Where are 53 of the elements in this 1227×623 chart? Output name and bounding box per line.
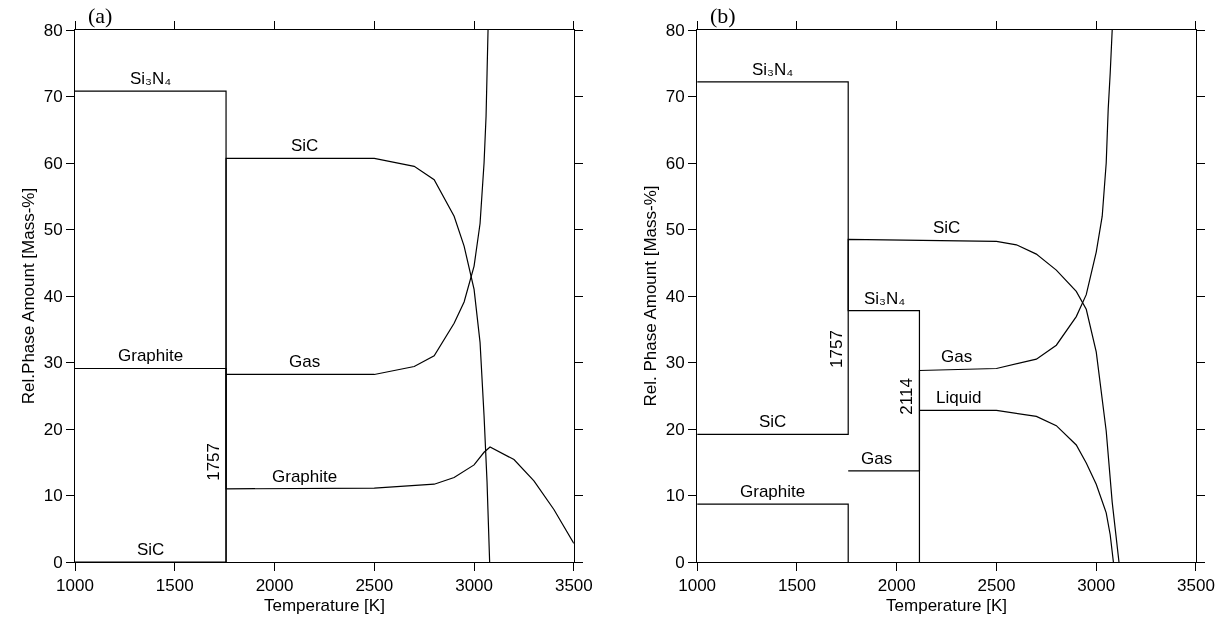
annotation: SiC bbox=[291, 136, 319, 155]
y-tick-label: 0 bbox=[53, 552, 63, 572]
x-tick-label: 1500 bbox=[778, 576, 816, 596]
y-tick-label: 40 bbox=[43, 286, 63, 306]
y-tick-label: 10 bbox=[43, 486, 63, 506]
x-tick-label: 2000 bbox=[255, 576, 294, 596]
annotation: SiC bbox=[933, 218, 961, 237]
annotation: SiC bbox=[759, 412, 787, 431]
annotation: Graphite bbox=[740, 482, 806, 501]
y-tick-label: 40 bbox=[665, 286, 685, 306]
chart-title: (a) bbox=[88, 3, 113, 28]
annotation: 1757 bbox=[826, 330, 846, 368]
y-tick-label: 10 bbox=[665, 486, 685, 506]
x-tick-label: 3500 bbox=[554, 576, 593, 596]
x-tick-label: 1000 bbox=[56, 576, 94, 596]
y-tick-label: 70 bbox=[665, 87, 685, 107]
y-tick-label: 20 bbox=[665, 419, 685, 439]
y-axis-title: Rel.Phase Amount [Mass-%] bbox=[19, 187, 39, 405]
annotation: Si₃N₄ bbox=[130, 69, 172, 88]
x-tick-label: 1500 bbox=[155, 576, 194, 596]
annotation: Si₃N₄ bbox=[864, 289, 906, 308]
annotation: Gas bbox=[941, 347, 973, 366]
x-tick-label: 3000 bbox=[455, 576, 493, 596]
y-tick-label: 80 bbox=[43, 20, 63, 40]
y-tick-label: 30 bbox=[43, 353, 63, 373]
y-tick-label: 0 bbox=[675, 552, 685, 572]
x-tick-label: 2500 bbox=[977, 576, 1016, 596]
y-axis-title: Rel. Phase Amount [Mass-%] bbox=[641, 185, 661, 407]
y-tick-label: 80 bbox=[665, 20, 685, 40]
x-tick-label: 1000 bbox=[678, 576, 717, 596]
x-axis-title: Temperature [K] bbox=[886, 595, 1008, 615]
y-tick-label: 70 bbox=[43, 87, 63, 107]
annotation: Graphite bbox=[272, 467, 338, 486]
y-tick-label: 50 bbox=[665, 220, 685, 240]
annotation: 1757 bbox=[204, 442, 224, 481]
annotation: Gas bbox=[289, 352, 321, 371]
y-tick-label: 30 bbox=[665, 353, 685, 373]
y-tick-label: 20 bbox=[43, 419, 63, 439]
annotation: Gas bbox=[861, 449, 893, 468]
x-tick-label: 2500 bbox=[355, 576, 394, 596]
annotation: SiC bbox=[137, 540, 165, 559]
x-tick-label: 3500 bbox=[1177, 576, 1215, 596]
chart-title: (b) bbox=[710, 3, 736, 28]
annotation: Graphite bbox=[118, 346, 184, 365]
y-tick-label: 60 bbox=[43, 153, 63, 173]
annotation: 2114 bbox=[897, 378, 917, 415]
y-tick-label: 60 bbox=[665, 153, 685, 173]
y-tick-label: 50 bbox=[43, 220, 63, 240]
x-tick-label: 2000 bbox=[877, 576, 916, 596]
x-tick-label: 3000 bbox=[1077, 576, 1116, 596]
x-axis-title: Temperature [K] bbox=[263, 595, 385, 615]
annotation: Si₃N₄ bbox=[752, 60, 794, 79]
annotation: Liquid bbox=[936, 388, 982, 407]
